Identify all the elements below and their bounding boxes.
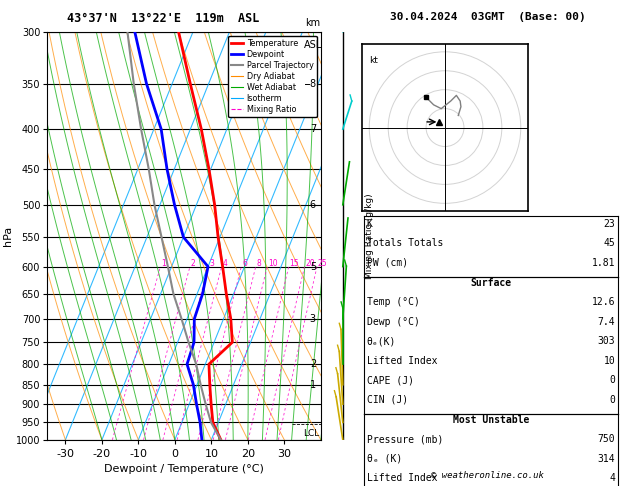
Text: 30.04.2024  03GMT  (Base: 00): 30.04.2024 03GMT (Base: 00): [389, 12, 586, 22]
Text: CIN (J): CIN (J): [367, 395, 408, 405]
Text: 23: 23: [603, 219, 615, 229]
Text: 1: 1: [161, 259, 166, 268]
Text: 2: 2: [191, 259, 196, 268]
Text: PW (cm): PW (cm): [367, 258, 408, 268]
Text: Mixing Ratio (g/kg): Mixing Ratio (g/kg): [365, 193, 374, 278]
Text: 7.4: 7.4: [598, 317, 615, 327]
Text: 7: 7: [310, 124, 316, 134]
Y-axis label: hPa: hPa: [3, 226, 13, 246]
Text: 2: 2: [310, 359, 316, 369]
Text: CAPE (J): CAPE (J): [367, 375, 414, 385]
Text: 0: 0: [610, 375, 615, 385]
Text: Lifted Index: Lifted Index: [367, 356, 437, 366]
Text: 0: 0: [610, 395, 615, 405]
Text: 45: 45: [603, 238, 615, 248]
X-axis label: Dewpoint / Temperature (°C): Dewpoint / Temperature (°C): [104, 465, 264, 474]
Text: 15: 15: [289, 259, 299, 268]
Text: 6: 6: [242, 259, 247, 268]
Text: 25: 25: [318, 259, 327, 268]
Text: ASL: ASL: [304, 40, 322, 50]
Text: LCL: LCL: [303, 429, 320, 438]
Text: 1.81: 1.81: [592, 258, 615, 268]
Text: 750: 750: [598, 434, 615, 445]
Text: θₑ(K): θₑ(K): [367, 336, 396, 347]
Text: Lifted Index: Lifted Index: [367, 473, 437, 484]
Text: 314: 314: [598, 454, 615, 464]
Text: 10: 10: [268, 259, 277, 268]
Text: 43°37'N  13°22'E  119m  ASL: 43°37'N 13°22'E 119m ASL: [67, 12, 260, 25]
Text: 303: 303: [598, 336, 615, 347]
Text: 3: 3: [209, 259, 214, 268]
Text: Pressure (mb): Pressure (mb): [367, 434, 443, 445]
Text: 10: 10: [603, 356, 615, 366]
Text: Most Unstable: Most Unstable: [453, 415, 529, 425]
Text: Dewp (°C): Dewp (°C): [367, 317, 420, 327]
Text: 1: 1: [310, 380, 316, 390]
Text: θₑ (K): θₑ (K): [367, 454, 402, 464]
Text: 4: 4: [223, 259, 227, 268]
Text: 8: 8: [310, 79, 316, 89]
Text: 3: 3: [310, 314, 316, 324]
Text: 20: 20: [305, 259, 315, 268]
Text: 5: 5: [310, 261, 316, 272]
Text: Totals Totals: Totals Totals: [367, 238, 443, 248]
Text: 4: 4: [610, 473, 615, 484]
Text: 8: 8: [257, 259, 261, 268]
Text: © weatheronline.co.uk: © weatheronline.co.uk: [431, 471, 544, 480]
Text: K: K: [367, 219, 372, 229]
Legend: Temperature, Dewpoint, Parcel Trajectory, Dry Adiabat, Wet Adiabat, Isotherm, Mi: Temperature, Dewpoint, Parcel Trajectory…: [228, 35, 317, 117]
Text: 12.6: 12.6: [592, 297, 615, 308]
Text: Surface: Surface: [470, 278, 511, 288]
Text: 6: 6: [310, 200, 316, 210]
Text: Temp (°C): Temp (°C): [367, 297, 420, 308]
Text: km: km: [305, 17, 321, 28]
Text: kt: kt: [369, 55, 378, 65]
